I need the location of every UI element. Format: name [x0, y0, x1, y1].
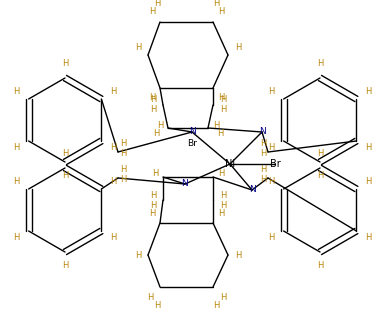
Text: H: H — [120, 139, 126, 148]
Text: H: H — [110, 88, 117, 97]
Text: Br: Br — [187, 139, 197, 148]
Text: H: H — [317, 149, 323, 158]
Text: H: H — [218, 8, 224, 17]
Text: H: H — [120, 165, 126, 175]
Text: H: H — [154, 300, 160, 309]
Text: H: H — [62, 172, 68, 181]
Text: H: H — [260, 165, 266, 175]
Text: H: H — [213, 121, 219, 129]
Text: H: H — [220, 191, 226, 200]
Text: H: H — [13, 88, 20, 97]
Text: H: H — [213, 300, 219, 309]
Text: H: H — [150, 96, 156, 105]
Text: H: H — [154, 0, 160, 9]
Text: H: H — [62, 262, 68, 271]
Text: H: H — [268, 233, 275, 242]
Text: H: H — [62, 149, 68, 158]
Text: H: H — [218, 208, 224, 217]
Text: H: H — [135, 42, 141, 51]
Text: H: H — [150, 106, 156, 115]
Text: H: H — [220, 201, 226, 209]
Text: H: H — [220, 106, 226, 115]
Text: H: H — [218, 170, 224, 179]
Text: H: H — [260, 139, 266, 148]
Text: H: H — [153, 128, 159, 137]
Text: H: H — [120, 149, 126, 158]
Text: H: H — [147, 292, 153, 301]
Text: H: H — [150, 191, 156, 200]
Text: H: H — [317, 262, 323, 271]
Text: H: H — [220, 292, 226, 301]
Text: H: H — [268, 178, 275, 187]
Text: H: H — [213, 0, 219, 9]
Text: H: H — [260, 176, 266, 185]
Text: H: H — [365, 178, 372, 187]
Text: H: H — [365, 143, 372, 152]
Text: H: H — [317, 59, 323, 68]
Text: H: H — [13, 233, 20, 242]
Text: N: N — [189, 127, 195, 136]
Text: H: H — [157, 121, 163, 129]
Text: H: H — [260, 149, 266, 158]
Text: H: H — [235, 251, 241, 260]
Text: H: H — [110, 233, 117, 242]
Text: H: H — [149, 208, 155, 217]
Text: H: H — [149, 94, 155, 103]
Text: Ni: Ni — [225, 159, 235, 169]
Text: H: H — [268, 143, 275, 152]
Text: H: H — [218, 94, 224, 103]
Text: H: H — [220, 96, 226, 105]
Text: H: H — [62, 59, 68, 68]
Text: H: H — [135, 251, 141, 260]
Text: H: H — [268, 88, 275, 97]
Text: H: H — [152, 170, 158, 179]
Text: H: H — [317, 172, 323, 181]
Text: H: H — [150, 201, 156, 209]
Text: H: H — [365, 88, 372, 97]
Text: H: H — [120, 176, 126, 185]
Text: H: H — [13, 178, 20, 187]
Text: N: N — [259, 127, 265, 136]
Text: H: H — [365, 233, 372, 242]
Text: H: H — [149, 8, 155, 17]
Text: H: H — [13, 143, 20, 152]
Text: N: N — [182, 180, 188, 189]
Text: H: H — [110, 178, 117, 187]
Text: H: H — [110, 143, 117, 152]
Text: H: H — [235, 42, 241, 51]
Text: H: H — [217, 128, 223, 137]
Text: Br: Br — [270, 159, 280, 169]
Text: N: N — [249, 186, 255, 195]
